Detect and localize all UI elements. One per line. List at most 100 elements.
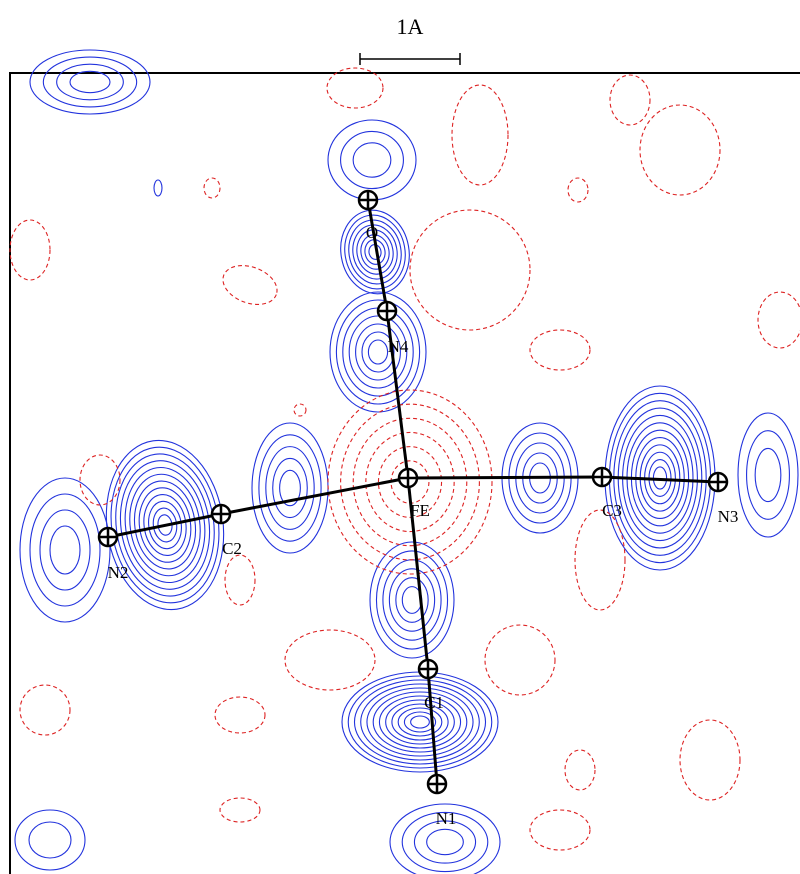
positive-contour [279, 469, 301, 507]
positive-contour [327, 119, 417, 201]
negative-contour [757, 291, 800, 349]
positive-contour [737, 412, 799, 538]
bond [601, 475, 719, 484]
scale-label: 1A [397, 14, 424, 39]
negative-contour [9, 219, 51, 281]
atom-label: C3 [602, 501, 622, 520]
atom-cross [212, 505, 230, 523]
bond [107, 512, 222, 539]
positive-contour [28, 821, 72, 859]
bond [406, 477, 430, 670]
positive-contour [746, 430, 790, 520]
bond [366, 199, 389, 312]
atom-cross [99, 528, 117, 546]
atom-cross [378, 302, 396, 320]
positive-contour [329, 291, 427, 413]
negative-contour [214, 696, 266, 734]
atom-cross [359, 191, 377, 209]
positive-contour [368, 244, 382, 260]
positive-contour [340, 209, 410, 295]
positive-contour [395, 577, 429, 623]
positive-contour [153, 179, 163, 197]
negative-contour [222, 265, 278, 305]
negative-contour [203, 177, 221, 199]
positive-contour [364, 239, 386, 265]
positive-contour [56, 63, 124, 101]
positive-contour [391, 703, 449, 741]
negative-contour [79, 454, 121, 506]
positive-contour [367, 339, 389, 365]
positive-contour [426, 828, 464, 856]
negative-contour [564, 749, 596, 791]
positive-contour [360, 234, 390, 270]
negative-contour [639, 104, 721, 196]
positive-contour [355, 323, 401, 381]
negative-contour [377, 446, 443, 518]
positive-contour [265, 446, 315, 530]
positive-contour [410, 715, 430, 729]
positive-contour [348, 315, 408, 389]
atom-cross [419, 660, 437, 678]
positive-contour [385, 699, 455, 745]
positive-contour [360, 683, 480, 761]
positive-contour [397, 707, 443, 737]
positive-contour [340, 130, 404, 190]
negative-contour [451, 84, 509, 186]
atom-label: N1 [436, 809, 457, 828]
positive-contour [378, 695, 462, 749]
positive-contour [14, 809, 86, 871]
atom-cross [709, 473, 727, 491]
positive-contour [29, 493, 101, 607]
negative-contour [567, 177, 589, 203]
positive-contour [372, 691, 468, 753]
positive-contour [403, 711, 437, 733]
positive-contour [356, 229, 394, 275]
positive-contour [361, 331, 395, 373]
negative-contour [574, 509, 626, 611]
atom-label: FE [410, 501, 430, 520]
atom-cross [428, 775, 446, 793]
positive-contour [124, 466, 206, 584]
positive-contour [352, 224, 398, 280]
negative-contour [352, 417, 468, 547]
positive-contour [366, 687, 474, 757]
positive-contour [272, 457, 308, 519]
scale-bar [359, 53, 461, 65]
negative-contour [529, 809, 591, 851]
positive-contour [348, 219, 402, 285]
negative-contour [340, 403, 480, 561]
positive-contour [389, 803, 501, 874]
positive-contour [352, 142, 392, 178]
negative-contour [679, 719, 741, 801]
negative-contour [224, 554, 256, 606]
positive-contour [129, 473, 201, 577]
atom-label: O [366, 223, 378, 242]
positive-contour [754, 447, 782, 503]
positive-contour [369, 541, 455, 659]
positive-contour [344, 214, 406, 290]
negative-contour [219, 797, 261, 823]
frame [9, 72, 800, 874]
positive-contour [401, 811, 489, 873]
atom-label: C1 [424, 693, 444, 712]
bond [220, 476, 409, 516]
atom-label: C2 [222, 539, 242, 558]
positive-contour [29, 49, 151, 115]
positive-contour [69, 70, 111, 94]
atom-label: N4 [388, 337, 409, 356]
positive-contour [353, 679, 487, 765]
negative-contour [284, 629, 376, 691]
negative-contour [293, 403, 307, 417]
bond [385, 310, 410, 479]
positive-contour [19, 477, 111, 623]
positive-contour [42, 56, 138, 108]
positive-contour [39, 509, 91, 591]
atom-cross [399, 469, 417, 487]
negative-contour [365, 431, 455, 533]
negative-contour [19, 684, 71, 736]
positive-contour [413, 820, 477, 864]
positive-contour [251, 422, 329, 554]
negative-contour [327, 389, 493, 575]
positive-contour [375, 550, 449, 650]
